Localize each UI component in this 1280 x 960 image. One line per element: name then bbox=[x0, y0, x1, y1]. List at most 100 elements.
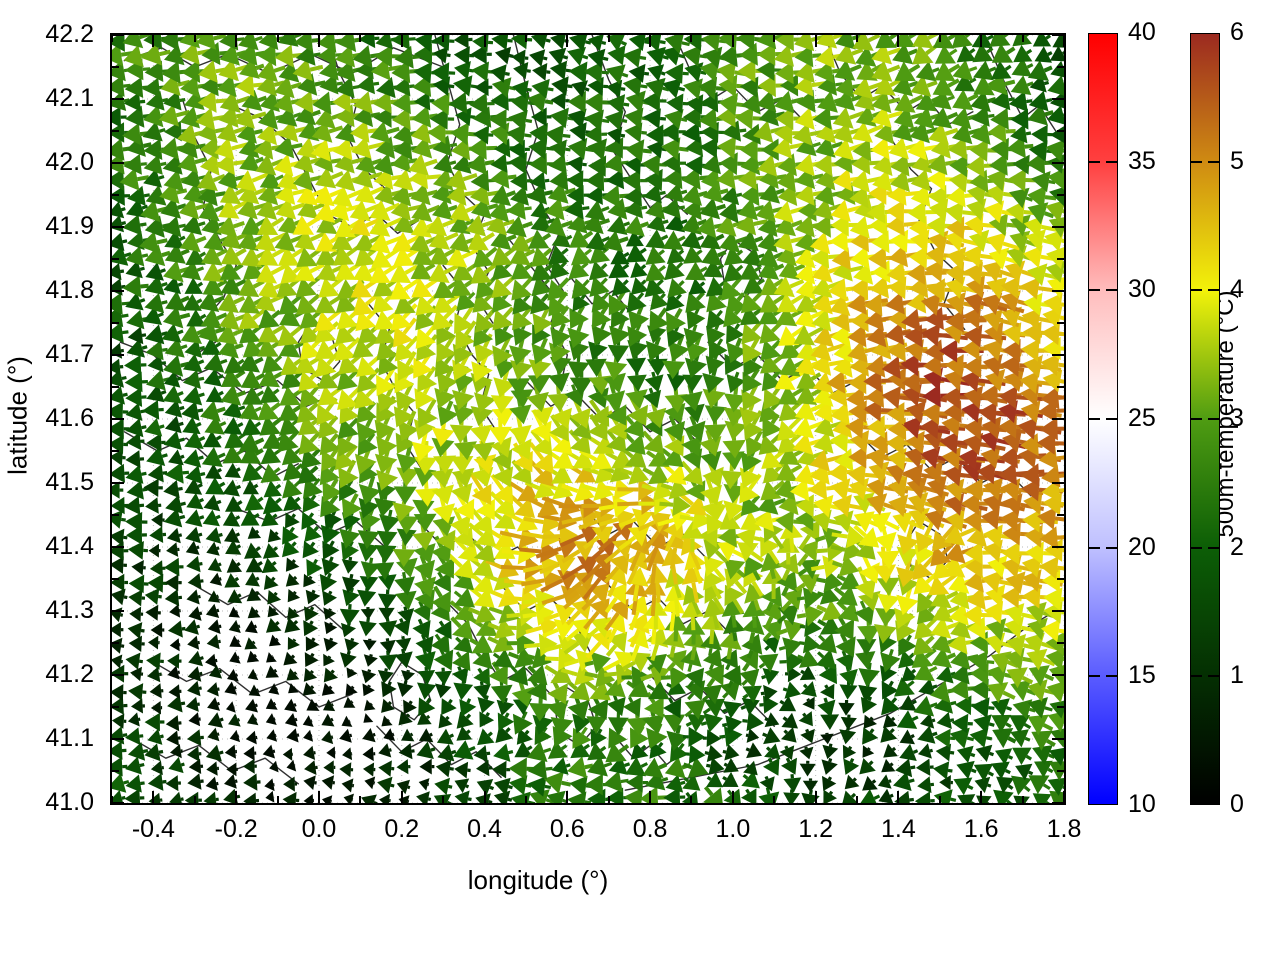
x-minor-tick-top bbox=[193, 35, 196, 42]
colorbar-tick bbox=[1208, 546, 1219, 549]
y-tick-mark-2 bbox=[112, 674, 124, 676]
y-minor-tick bbox=[112, 706, 119, 708]
x-tick-mark-top-5 bbox=[566, 35, 569, 47]
x-tick-mark-9 bbox=[897, 791, 900, 803]
x-tick-mark-top-1 bbox=[235, 35, 238, 47]
x-minor-tick bbox=[359, 796, 362, 803]
colorbar-tick-label: 20 bbox=[1128, 532, 1156, 561]
x-minor-tick bbox=[1021, 796, 1024, 803]
colorbar-tick bbox=[1191, 160, 1202, 163]
y-minor-tick bbox=[112, 386, 119, 388]
colorbar-tick-label: 35 bbox=[1128, 146, 1156, 175]
x-tick-mark-2 bbox=[317, 791, 320, 803]
y-minor-tick bbox=[112, 130, 119, 132]
colorbar-tick bbox=[1106, 675, 1117, 678]
colorbar-tick bbox=[1089, 546, 1100, 549]
y-tick-mark-right-0 bbox=[1052, 802, 1064, 804]
x-minor-tick-top bbox=[442, 35, 445, 42]
x-tick-mark-top-4 bbox=[483, 35, 486, 47]
x-axis-title: longitude (°) bbox=[467, 865, 609, 895]
y-tick-label-8: 41.8 bbox=[45, 276, 94, 304]
x-tick-label-9: 1.4 bbox=[881, 815, 916, 843]
vector-field-svg bbox=[112, 35, 1064, 803]
y-tick-label-10: 42.0 bbox=[45, 148, 94, 176]
colorbar-tick bbox=[1089, 418, 1100, 420]
x-minor-tick bbox=[193, 796, 196, 803]
y-tick-mark-9 bbox=[112, 226, 124, 228]
y-tick-label-7: 41.7 bbox=[45, 340, 94, 368]
y-minor-tick-right bbox=[1057, 706, 1064, 708]
plot-area bbox=[110, 33, 1066, 805]
wind-arrows bbox=[112, 35, 1064, 803]
y-minor-tick bbox=[112, 194, 119, 196]
x-minor-tick bbox=[524, 796, 527, 803]
y-tick-mark-3 bbox=[112, 610, 124, 612]
colorbar-tick-label: 0 bbox=[1230, 790, 1244, 818]
colorbar-tick bbox=[1208, 160, 1219, 163]
y-tick-mark-0 bbox=[112, 802, 124, 804]
y-tick-label-5: 41.5 bbox=[45, 468, 94, 496]
y-tick-mark-right-3 bbox=[1052, 610, 1064, 612]
y-tick-label-6: 41.6 bbox=[45, 404, 94, 432]
colorbar-tick bbox=[1208, 289, 1219, 292]
colorbar-tick-label: 30 bbox=[1128, 275, 1156, 304]
y-minor-tick-right bbox=[1057, 66, 1064, 68]
x-tick-mark-top-0 bbox=[152, 35, 155, 47]
x-minor-tick bbox=[938, 796, 941, 803]
x-minor-tick bbox=[607, 796, 610, 803]
colorbar-tick bbox=[1191, 289, 1202, 292]
x-tick-mark-top-8 bbox=[814, 35, 817, 47]
y-tick-mark-right-8 bbox=[1052, 290, 1064, 292]
y-minor-tick bbox=[112, 578, 119, 580]
y-tick-mark-right-1 bbox=[1052, 738, 1064, 740]
x-tick-mark-top-3 bbox=[400, 35, 403, 47]
y-minor-tick bbox=[112, 514, 119, 516]
y-tick-mark-1 bbox=[112, 738, 124, 740]
colorbar-tick bbox=[1106, 546, 1117, 549]
colorbar-tick-label: 15 bbox=[1128, 661, 1156, 690]
colorbar-tick-label: 2 bbox=[1230, 532, 1244, 561]
y-tick-mark-right-9 bbox=[1052, 226, 1064, 228]
x-minor-tick-top bbox=[690, 35, 693, 42]
x-tick-label-10: 1.6 bbox=[963, 815, 999, 843]
y-tick-mark-right-6 bbox=[1052, 418, 1064, 420]
y-minor-tick bbox=[112, 258, 119, 260]
x-minor-tick bbox=[442, 796, 445, 803]
colorbar-tick bbox=[1089, 675, 1100, 678]
y-minor-tick bbox=[112, 770, 119, 772]
x-minor-tick-top bbox=[111, 35, 113, 42]
x-tick-label-2: 0.0 bbox=[301, 815, 337, 843]
y-minor-tick-right bbox=[1057, 386, 1064, 388]
colorbar-tick-label: 40 bbox=[1128, 18, 1156, 46]
y-tick-mark-6 bbox=[112, 418, 124, 420]
x-tick-mark-1 bbox=[235, 791, 238, 803]
y-minor-tick bbox=[112, 450, 119, 452]
y-minor-tick bbox=[112, 322, 119, 324]
x-tick-mark-6 bbox=[649, 791, 652, 803]
colorbar-tick bbox=[1191, 418, 1202, 420]
x-tick-label-7: 1.0 bbox=[715, 815, 751, 843]
x-tick-mark-4 bbox=[483, 791, 486, 803]
y-tick-mark-4 bbox=[112, 546, 124, 548]
plot-canvas bbox=[112, 35, 1064, 803]
x-minor-tick-top bbox=[773, 35, 776, 42]
y-tick-label-11: 42.1 bbox=[45, 84, 94, 112]
x-tick-mark-top-7 bbox=[731, 35, 734, 47]
y-minor-tick bbox=[112, 66, 119, 68]
y-tick-label-0: 41.0 bbox=[45, 788, 94, 816]
x-tick-mark-5 bbox=[566, 791, 569, 803]
x-minor-tick-top bbox=[607, 35, 610, 42]
x-tick-mark-top-6 bbox=[649, 35, 652, 47]
y-tick-mark-right-5 bbox=[1052, 482, 1064, 484]
y-minor-tick-right bbox=[1057, 130, 1064, 132]
x-tick-label-0: -0.4 bbox=[131, 815, 175, 843]
y-tick-mark-right-11 bbox=[1052, 98, 1064, 100]
y-minor-tick bbox=[112, 642, 119, 644]
y-tick-mark-right-2 bbox=[1052, 674, 1064, 676]
y-tick-mark-8 bbox=[112, 290, 124, 292]
x-tick-label-4: 0.4 bbox=[467, 815, 502, 843]
x-minor-tick bbox=[111, 796, 113, 803]
y-minor-tick-right bbox=[1057, 642, 1064, 644]
x-tick-mark-top-11 bbox=[1063, 35, 1065, 47]
